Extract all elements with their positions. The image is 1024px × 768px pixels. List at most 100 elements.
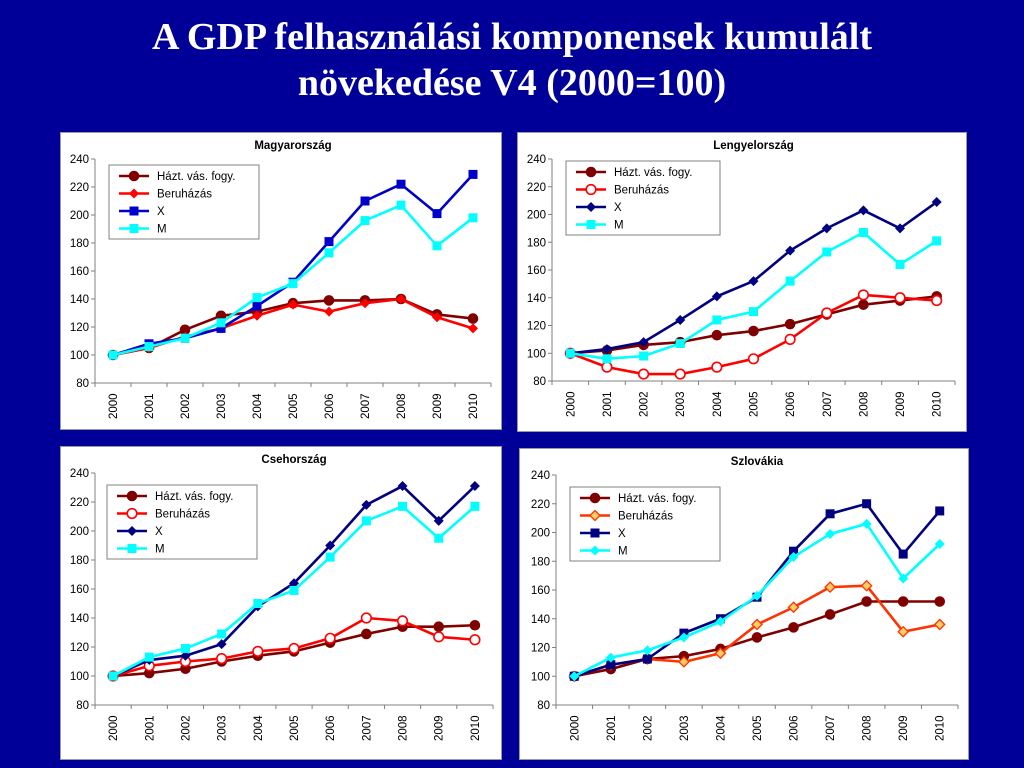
chart-svg: Csehország 80 100 120 140 160 180 200 220 240 2000… <box>70 454 494 741</box>
data-point <box>469 634 481 646</box>
chart-svg: Szlovákia 80 100 120 140 160 180 200 220 240 2000 2… <box>531 456 959 741</box>
data-point <box>748 325 759 337</box>
x-tick-label: 2010 <box>468 393 480 419</box>
data-point <box>857 289 870 301</box>
series-2 <box>565 197 942 359</box>
data-point <box>934 539 945 549</box>
data-point <box>861 596 872 607</box>
data-point <box>749 307 758 317</box>
data-point <box>934 596 946 607</box>
x-tick-label: 2007 <box>822 391 834 417</box>
data-point <box>144 342 154 352</box>
data-point <box>784 318 796 330</box>
chart-title: Lengyelország <box>713 140 794 152</box>
x-tick-label: 2007 <box>825 715 837 741</box>
data-point <box>469 481 480 492</box>
legend: Házt. vás. fogy. Beruházás XM <box>106 484 258 560</box>
y-tick-label: 160 <box>527 265 546 277</box>
data-point <box>747 353 760 365</box>
x-tick-label: 2003 <box>679 715 691 741</box>
y-tick-label: 200 <box>70 210 89 222</box>
legend-swatch-marker <box>127 544 137 553</box>
x-tick-label: 2005 <box>749 391 761 417</box>
data-point <box>252 310 262 321</box>
y-tick-label: 80 <box>76 700 89 712</box>
data-point <box>216 323 226 333</box>
y-tick-label: 240 <box>70 468 89 480</box>
data-point <box>323 295 335 306</box>
legend: Házt. vás. fogy. Beruházás XM <box>108 164 260 240</box>
data-point <box>788 551 799 562</box>
x-tick-label: 2000 <box>108 715 120 741</box>
x-tick-label: 2006 <box>785 391 797 417</box>
data-point <box>862 499 872 509</box>
y-tick-label: 100 <box>531 671 550 683</box>
series-3 <box>569 518 945 682</box>
data-point <box>895 259 905 269</box>
data-point <box>784 333 796 345</box>
y-tick-label: 120 <box>531 643 550 655</box>
x-tick-label: 2004 <box>715 715 727 741</box>
data-point <box>751 632 763 643</box>
x-tick-label: 2004 <box>712 391 724 417</box>
x-tick-label: 2010 <box>935 715 947 741</box>
data-point <box>858 299 869 310</box>
y-tick-label: 200 <box>70 526 89 538</box>
data-point <box>396 179 406 189</box>
data-point <box>216 653 228 665</box>
data-point <box>360 612 372 624</box>
y-tick-label: 140 <box>531 614 550 626</box>
legend-swatch-marker <box>589 509 601 522</box>
data-point <box>822 247 832 257</box>
data-point <box>180 650 191 661</box>
data-point <box>678 632 689 643</box>
legend-swatch-marker <box>589 492 601 504</box>
y-tick-label: 240 <box>527 154 546 166</box>
data-point <box>361 516 371 526</box>
data-point <box>397 481 408 492</box>
x-tick-label: 2006 <box>325 715 337 741</box>
legend-swatch-marker <box>129 188 139 199</box>
data-point <box>860 579 873 592</box>
data-point <box>825 509 835 519</box>
legend-label: M <box>157 224 167 236</box>
x-tick-label: 2010 <box>932 391 944 417</box>
x-tick-label: 2001 <box>602 391 614 417</box>
data-point <box>674 368 686 380</box>
data-point <box>895 223 906 234</box>
y-tick-label: 100 <box>70 350 89 362</box>
data-point <box>324 632 336 644</box>
data-point <box>324 248 334 258</box>
x-tick-label: 2002 <box>642 715 654 741</box>
data-point <box>638 337 649 348</box>
data-point <box>360 298 370 309</box>
data-point <box>714 647 727 660</box>
data-point <box>752 590 762 601</box>
data-point <box>751 618 763 631</box>
y-tick-label: 180 <box>70 555 89 567</box>
data-point <box>396 294 406 304</box>
legend-label: M <box>618 546 628 558</box>
y-tick-label: 220 <box>70 182 89 194</box>
data-point <box>432 209 442 219</box>
data-point <box>217 629 227 639</box>
data-point <box>858 205 869 216</box>
data-point <box>144 652 154 662</box>
x-tick-label: 2005 <box>289 715 301 741</box>
data-point <box>361 628 372 640</box>
legend: Házt. vás. fogy. Beruházás XM <box>569 486 721 562</box>
series-0 <box>568 596 946 682</box>
data-point <box>108 671 118 681</box>
y-tick-label: 140 <box>70 613 89 625</box>
data-point <box>639 351 649 361</box>
data-point <box>432 241 442 251</box>
legend-label: X <box>614 202 622 214</box>
y-tick-label: 220 <box>531 499 550 511</box>
data-point <box>748 276 759 287</box>
legend-label: Beruházás <box>155 509 210 521</box>
chart-panel-szlovakia: Szlovákia 80 100 120 140 160 180 200 220 240 2000 2… <box>519 448 969 760</box>
data-point <box>821 307 833 319</box>
data-point <box>468 323 478 334</box>
y-tick-label: 200 <box>531 528 550 540</box>
data-point <box>898 573 909 584</box>
